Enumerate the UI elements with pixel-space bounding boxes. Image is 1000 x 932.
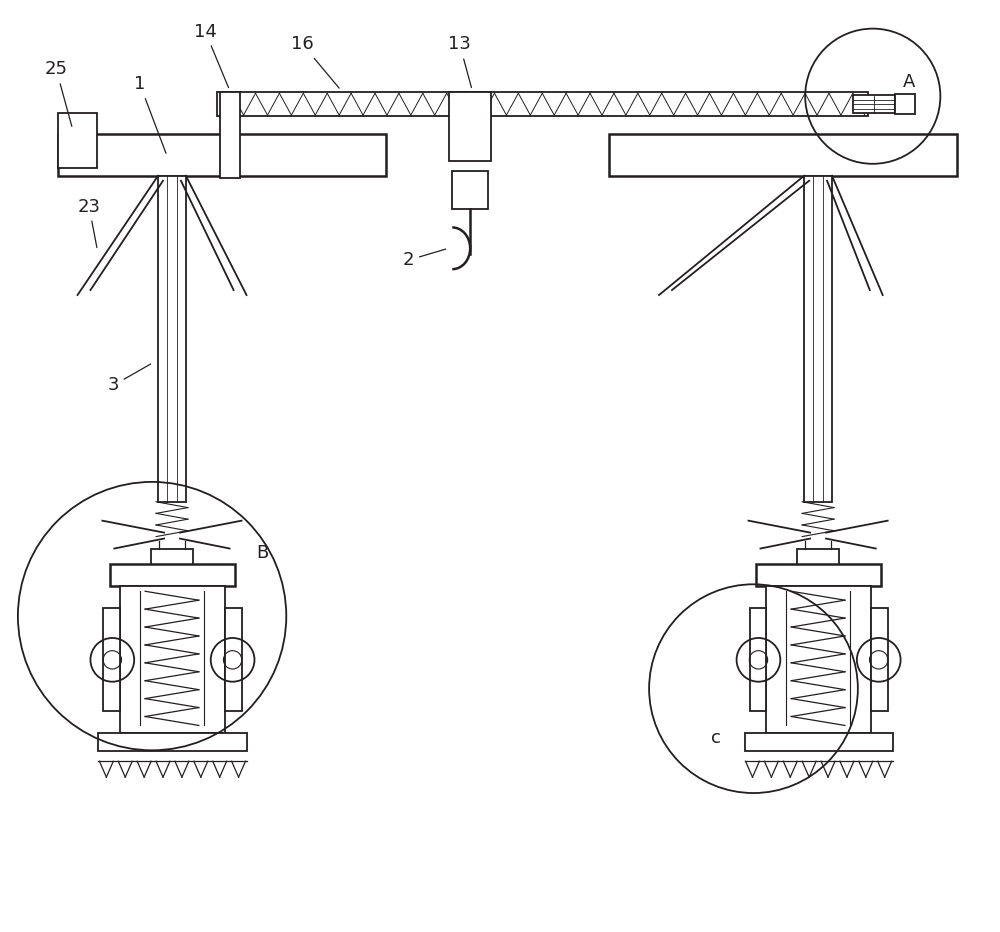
Bar	[766, 586, 871, 733]
Bar	[452, 171, 488, 209]
Bar	[750, 609, 766, 711]
Bar	[158, 176, 186, 501]
Bar	[120, 586, 225, 733]
Text: 3: 3	[107, 364, 151, 394]
Text: 1: 1	[134, 75, 166, 153]
Bar	[745, 733, 893, 751]
Bar	[853, 95, 895, 113]
Bar	[58, 113, 97, 168]
Bar	[797, 549, 839, 579]
Bar	[225, 609, 242, 711]
Bar	[220, 92, 240, 178]
Text: A: A	[903, 74, 915, 91]
Text: 2: 2	[403, 249, 446, 269]
Text: 16: 16	[291, 35, 339, 89]
Bar	[449, 92, 491, 161]
Text: B: B	[256, 544, 269, 563]
Bar	[804, 176, 832, 501]
Text: 14: 14	[194, 22, 229, 88]
Bar	[58, 134, 386, 176]
Bar	[103, 609, 120, 711]
Text: 13: 13	[448, 35, 471, 88]
Text: 23: 23	[78, 198, 101, 248]
Bar	[151, 549, 193, 579]
Bar	[217, 92, 868, 116]
Bar	[98, 733, 247, 751]
Bar	[609, 134, 957, 176]
Bar	[110, 565, 235, 586]
Text: c: c	[711, 730, 721, 747]
Text: 25: 25	[45, 61, 72, 127]
Bar	[895, 94, 915, 114]
Bar	[871, 609, 888, 711]
Bar	[756, 565, 881, 586]
